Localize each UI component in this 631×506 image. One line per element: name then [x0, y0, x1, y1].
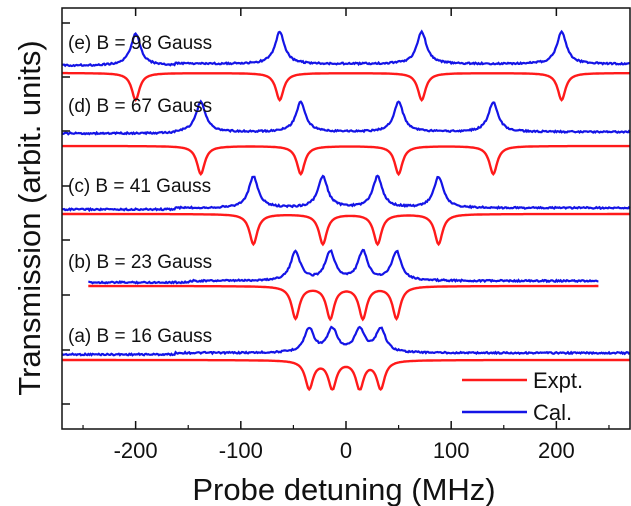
cal-trace-panel-1	[61, 325, 631, 357]
x-tick-labels: -200 -100 0 100 200	[114, 438, 575, 463]
cal-trace-panel-5	[61, 29, 631, 68]
panel-label-1: (a) B = 16 Gauss	[68, 326, 212, 347]
expt-trace-panel-3	[62, 212, 630, 247]
cal-trace-panel-4	[61, 99, 631, 136]
panel-label-2: (b) B = 23 Gauss	[68, 252, 212, 273]
cal-trace-panel-2	[88, 248, 599, 285]
expt-trace-panel-1	[62, 358, 630, 392]
panel-label-5: (e) B = 98 Gauss	[68, 33, 212, 54]
panel-labels: (a) B = 16 Gauss (b) B = 23 Gauss (c) B = …	[68, 33, 212, 347]
x-tick-label: -200	[114, 438, 158, 463]
legend: Expt. Cal.	[462, 368, 583, 425]
legend-label-cal: Cal.	[533, 400, 572, 425]
cal-trace-panel-3	[61, 174, 631, 213]
y-axis-title: Transmission (arbit. units)	[12, 40, 47, 395]
expt-trace-panel-5	[62, 71, 630, 103]
x-tick-label: 200	[538, 438, 575, 463]
panel-label-3: (c) B = 41 Gauss	[68, 176, 211, 197]
x-tick-label: 100	[433, 438, 470, 463]
spectra-traces	[61, 29, 631, 392]
x-tick-label: -100	[219, 438, 263, 463]
axis-ticks	[62, 8, 610, 429]
x-axis-title: Probe detuning (MHz)	[192, 472, 495, 506]
legend-label-expt: Expt.	[533, 368, 583, 393]
expt-trace-panel-2	[88, 284, 599, 322]
x-tick-label: 0	[340, 438, 352, 463]
panel-label-4: (d) B = 67 Gauss	[68, 96, 212, 117]
expt-trace-panel-4	[62, 144, 630, 177]
